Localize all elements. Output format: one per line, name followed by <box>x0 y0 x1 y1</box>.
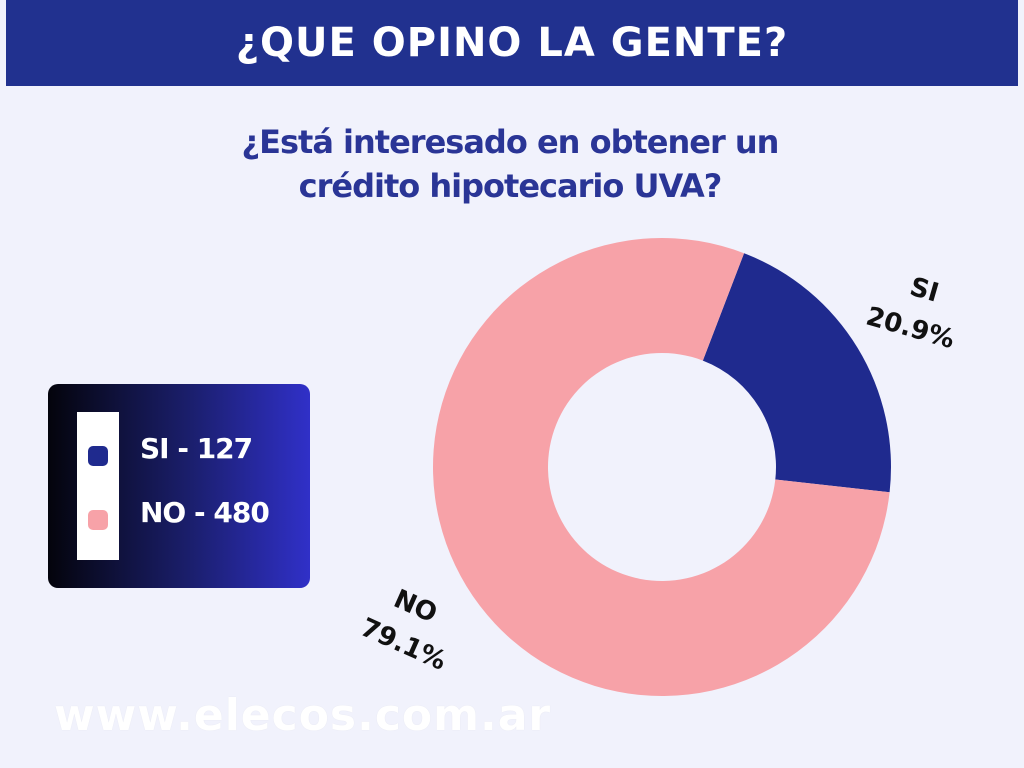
pie-slice-si <box>702 253 892 493</box>
legend-strip <box>77 412 119 560</box>
footer-url: www.elecos.com.ar <box>54 690 552 741</box>
slice-label-no-percent: 79.1% <box>356 613 451 677</box>
slice-label-no-name: NO <box>389 584 441 629</box>
legend-item-no: NO - 480 <box>88 496 270 530</box>
banner-title: ¿QUE OPINO LA GENTE? <box>235 20 789 66</box>
chart-title: ¿Está interesado en obtener un crédito h… <box>241 123 780 205</box>
legend-label-no: NO - 480 <box>140 496 270 529</box>
legend-label-si: SI - 127 <box>140 432 253 465</box>
legend-swatch-no <box>88 510 108 530</box>
legend-swatch-si <box>88 446 108 466</box>
header-banner: ¿QUE OPINO LA GENTE? <box>6 0 1018 86</box>
chart-legend: SI - 127 NO - 480 <box>48 384 310 588</box>
legend-item-si: SI - 127 <box>88 432 253 466</box>
pie-slice-no <box>432 237 890 697</box>
slice-label-si-name: SI <box>906 272 942 309</box>
slice-label-si-percent: 20.9% <box>863 301 958 355</box>
